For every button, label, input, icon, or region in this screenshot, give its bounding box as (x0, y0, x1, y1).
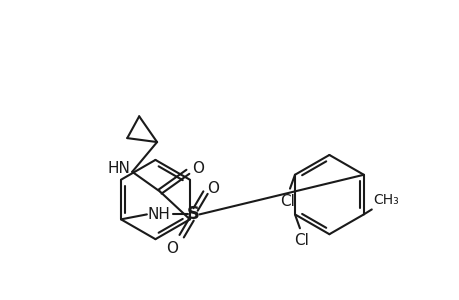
Text: Cl: Cl (280, 194, 295, 208)
Text: CH₃: CH₃ (372, 194, 397, 208)
Text: S: S (187, 206, 200, 224)
Text: HN: HN (107, 161, 130, 176)
Text: NH: NH (147, 207, 170, 222)
Text: O: O (207, 181, 219, 196)
Text: Cl: Cl (294, 233, 309, 248)
Text: O: O (165, 241, 177, 256)
Text: O: O (191, 161, 203, 176)
